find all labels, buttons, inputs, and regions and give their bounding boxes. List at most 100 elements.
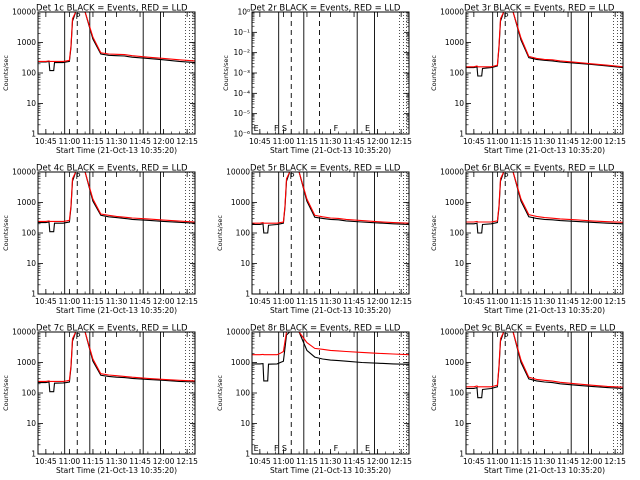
series-group bbox=[38, 172, 195, 233]
x-tick-label: 12:15 bbox=[604, 137, 626, 146]
x-tick-label: 12:00 bbox=[153, 137, 175, 146]
x-tick-label: 10:45 bbox=[463, 137, 485, 146]
x-tick-label: 11:15 bbox=[82, 297, 104, 306]
flag-label: F bbox=[334, 124, 339, 133]
y-tick-label: 10000 bbox=[226, 328, 250, 337]
x-tick-label: 11:15 bbox=[296, 137, 318, 146]
y-tick-label: 10⁻⁶ bbox=[233, 130, 250, 139]
y-tick-label: 1 bbox=[459, 130, 464, 139]
y-tick-label: 10⁻¹ bbox=[233, 28, 250, 37]
series-line-events bbox=[252, 332, 409, 382]
x-tick-label: 10:45 bbox=[35, 137, 57, 146]
y-tick-label: 1000 bbox=[445, 38, 464, 47]
y-tick-label: 1000 bbox=[231, 198, 250, 207]
series-line-events bbox=[38, 12, 195, 72]
flag-label: F bbox=[334, 444, 339, 453]
series-group bbox=[38, 332, 195, 393]
x-tick-label: 12:00 bbox=[581, 457, 603, 466]
y-tick-label: 1000 bbox=[445, 198, 464, 207]
x-tick-label: 12:00 bbox=[367, 457, 389, 466]
flag-label: S bbox=[282, 444, 287, 453]
y-tick-label: 10 bbox=[26, 259, 36, 268]
y-tick-label: 10⁻⁵ bbox=[233, 109, 250, 118]
x-tick-label: 11:00 bbox=[59, 457, 81, 466]
y-tick-label: 1000 bbox=[17, 198, 36, 207]
x-tick-label: 11:00 bbox=[487, 137, 509, 146]
x-tick-label: 11:30 bbox=[320, 457, 342, 466]
x-axis-label: Start Time (21-Oct-13 10:35:20) bbox=[56, 466, 177, 475]
y-tick-label: 10000 bbox=[12, 8, 36, 17]
x-tick-label: 11:00 bbox=[487, 297, 509, 306]
x-axis-label: Start Time (21-Oct-13 10:35:20) bbox=[270, 306, 391, 315]
y-tick-label: 100 bbox=[22, 389, 37, 398]
y-axis-label: Counts/sec bbox=[430, 215, 438, 251]
flag-label: E bbox=[254, 444, 259, 453]
x-tick-label: 11:45 bbox=[557, 297, 579, 306]
x-tick-label: 12:15 bbox=[604, 457, 626, 466]
x-tick-label: 11:45 bbox=[557, 137, 579, 146]
x-tick-label: 12:15 bbox=[390, 457, 412, 466]
y-tick-label: 10000 bbox=[440, 8, 464, 17]
y-tick-label: 10000 bbox=[12, 168, 36, 177]
flag-label: P bbox=[76, 12, 81, 21]
y-axis-label: Counts/sec bbox=[216, 375, 224, 411]
y-tick-label: 1 bbox=[31, 130, 36, 139]
x-tick-label: 10:45 bbox=[463, 297, 485, 306]
panel-title: Det 7c BLACK = Events, RED = LLD bbox=[36, 324, 188, 334]
x-tick-label: 12:15 bbox=[390, 137, 412, 146]
y-tick-label: 10 bbox=[240, 419, 250, 428]
y-tick-label: 10⁻² bbox=[233, 48, 250, 57]
x-tick-label: 10:45 bbox=[35, 297, 57, 306]
y-tick-label: 1000 bbox=[17, 38, 36, 47]
y-axis-label: Counts/sec bbox=[2, 55, 10, 91]
series-group bbox=[466, 12, 623, 77]
x-axis-label: Start Time (21-Oct-13 10:35:20) bbox=[484, 466, 605, 475]
y-tick-label: 100 bbox=[22, 229, 37, 238]
series-line-lld bbox=[466, 332, 623, 388]
x-tick-label: 10:45 bbox=[463, 457, 485, 466]
x-tick-label: 12:15 bbox=[390, 297, 412, 306]
x-tick-label: 11:15 bbox=[296, 297, 318, 306]
x-axis-label: Start Time (21-Oct-13 10:35:20) bbox=[484, 146, 605, 155]
x-tick-label: 11:45 bbox=[129, 457, 151, 466]
y-tick-label: 1 bbox=[31, 290, 36, 299]
flag-label: P bbox=[76, 172, 81, 181]
x-tick-label: 11:30 bbox=[106, 137, 128, 146]
flag-label: P bbox=[504, 172, 509, 181]
x-tick-label: 11:00 bbox=[487, 457, 509, 466]
series-line-events bbox=[38, 332, 195, 393]
flag-label: F bbox=[274, 124, 279, 133]
x-tick-label: 12:00 bbox=[153, 457, 175, 466]
x-tick-label: 11:15 bbox=[510, 457, 532, 466]
x-tick-label: 11:45 bbox=[343, 137, 365, 146]
y-tick-label: 10000 bbox=[440, 168, 464, 177]
y-tick-label: 100 bbox=[450, 69, 465, 78]
y-tick-label: 1000 bbox=[231, 358, 250, 367]
x-tick-label: 11:30 bbox=[534, 297, 556, 306]
series-line-lld bbox=[466, 12, 623, 68]
panel-title: Det 2r BLACK = Events, RED = LLD bbox=[250, 4, 401, 14]
x-axis-label: Start Time (21-Oct-13 10:35:20) bbox=[56, 146, 177, 155]
y-tick-label: 1000 bbox=[445, 358, 464, 367]
x-tick-label: 10:45 bbox=[35, 457, 57, 466]
y-tick-label: 10000 bbox=[12, 328, 36, 337]
x-tick-label: 11:15 bbox=[82, 137, 104, 146]
y-axis-label: Counts/sec bbox=[216, 215, 224, 251]
x-tick-label: 11:30 bbox=[534, 137, 556, 146]
x-tick-label: 12:15 bbox=[176, 457, 198, 466]
panel-title: Det 6r BLACK = Events, RED = LLD bbox=[464, 164, 615, 174]
series-line-lld bbox=[38, 332, 195, 382]
y-tick-label: 1 bbox=[31, 450, 36, 459]
panel-title: Det 1c BLACK = Events, RED = LLD bbox=[36, 4, 188, 14]
y-tick-label: 100 bbox=[22, 69, 37, 78]
panel-title: Det 9c BLACK = Events, RED = LLD bbox=[464, 324, 616, 334]
x-tick-label: 12:00 bbox=[581, 137, 603, 146]
series-group bbox=[466, 332, 623, 399]
x-tick-label: 12:00 bbox=[367, 137, 389, 146]
flag-label: P bbox=[290, 172, 295, 181]
